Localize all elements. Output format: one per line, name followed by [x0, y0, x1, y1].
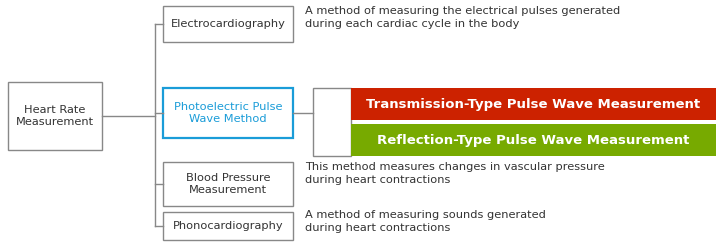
Text: Electrocardiography: Electrocardiography — [170, 19, 286, 29]
Bar — [163, 212, 293, 240]
Text: Transmission-Type Pulse Wave Measurement: Transmission-Type Pulse Wave Measurement — [366, 98, 700, 110]
Text: Heart Rate
Measurement: Heart Rate Measurement — [16, 105, 94, 127]
Text: Photoelectric Pulse
Wave Method: Photoelectric Pulse Wave Method — [174, 102, 282, 124]
Text: This method measures changes in vascular pressure
during heart contractions: This method measures changes in vascular… — [305, 162, 605, 185]
Bar — [351, 88, 716, 120]
Bar — [163, 6, 293, 42]
Bar — [163, 162, 293, 206]
Bar — [313, 88, 351, 156]
Bar — [163, 88, 293, 138]
Text: A method of measuring sounds generated
during heart contractions: A method of measuring sounds generated d… — [305, 210, 546, 233]
Text: Phonocardiography: Phonocardiography — [173, 221, 283, 231]
Bar — [351, 124, 716, 156]
Text: Blood Pressure
Measurement: Blood Pressure Measurement — [186, 173, 270, 195]
Text: Reflection-Type Pulse Wave Measurement: Reflection-Type Pulse Wave Measurement — [377, 134, 689, 147]
Bar — [8, 82, 102, 150]
Text: A method of measuring the electrical pulses generated
during each cardiac cycle : A method of measuring the electrical pul… — [305, 6, 621, 29]
